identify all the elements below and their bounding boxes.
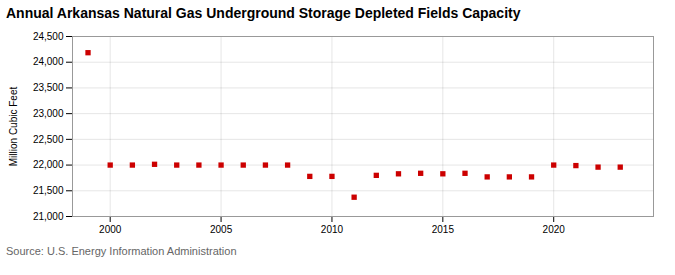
svg-text:23,000: 23,000 — [33, 108, 64, 119]
html-text:Source: U.S. Energy Informatio: Source: U.S. Energy Information Administ… — [6, 245, 237, 257]
svg-text:2005: 2005 — [210, 224, 233, 235]
html-text:Annual Arkansas Natural Gas Un: Annual Arkansas Natural Gas Underground … — [6, 5, 521, 21]
svg-text:2000: 2000 — [99, 224, 122, 235]
svg-text:21,500: 21,500 — [33, 185, 64, 196]
svg-text:22,000: 22,000 — [33, 159, 64, 170]
svg-text:24,000: 24,000 — [33, 56, 64, 67]
svg-text:21,000: 21,000 — [33, 211, 64, 222]
svg-text:22,500: 22,500 — [33, 134, 64, 145]
svg-text:24,500: 24,500 — [33, 31, 64, 42]
svg-text:Million Cubic Feet: Million Cubic Feet — [8, 87, 19, 167]
svg-text:23,500: 23,500 — [33, 82, 64, 93]
svg-text:2015: 2015 — [432, 224, 455, 235]
svg-text:2020: 2020 — [543, 224, 566, 235]
svg-text:2010: 2010 — [321, 224, 344, 235]
